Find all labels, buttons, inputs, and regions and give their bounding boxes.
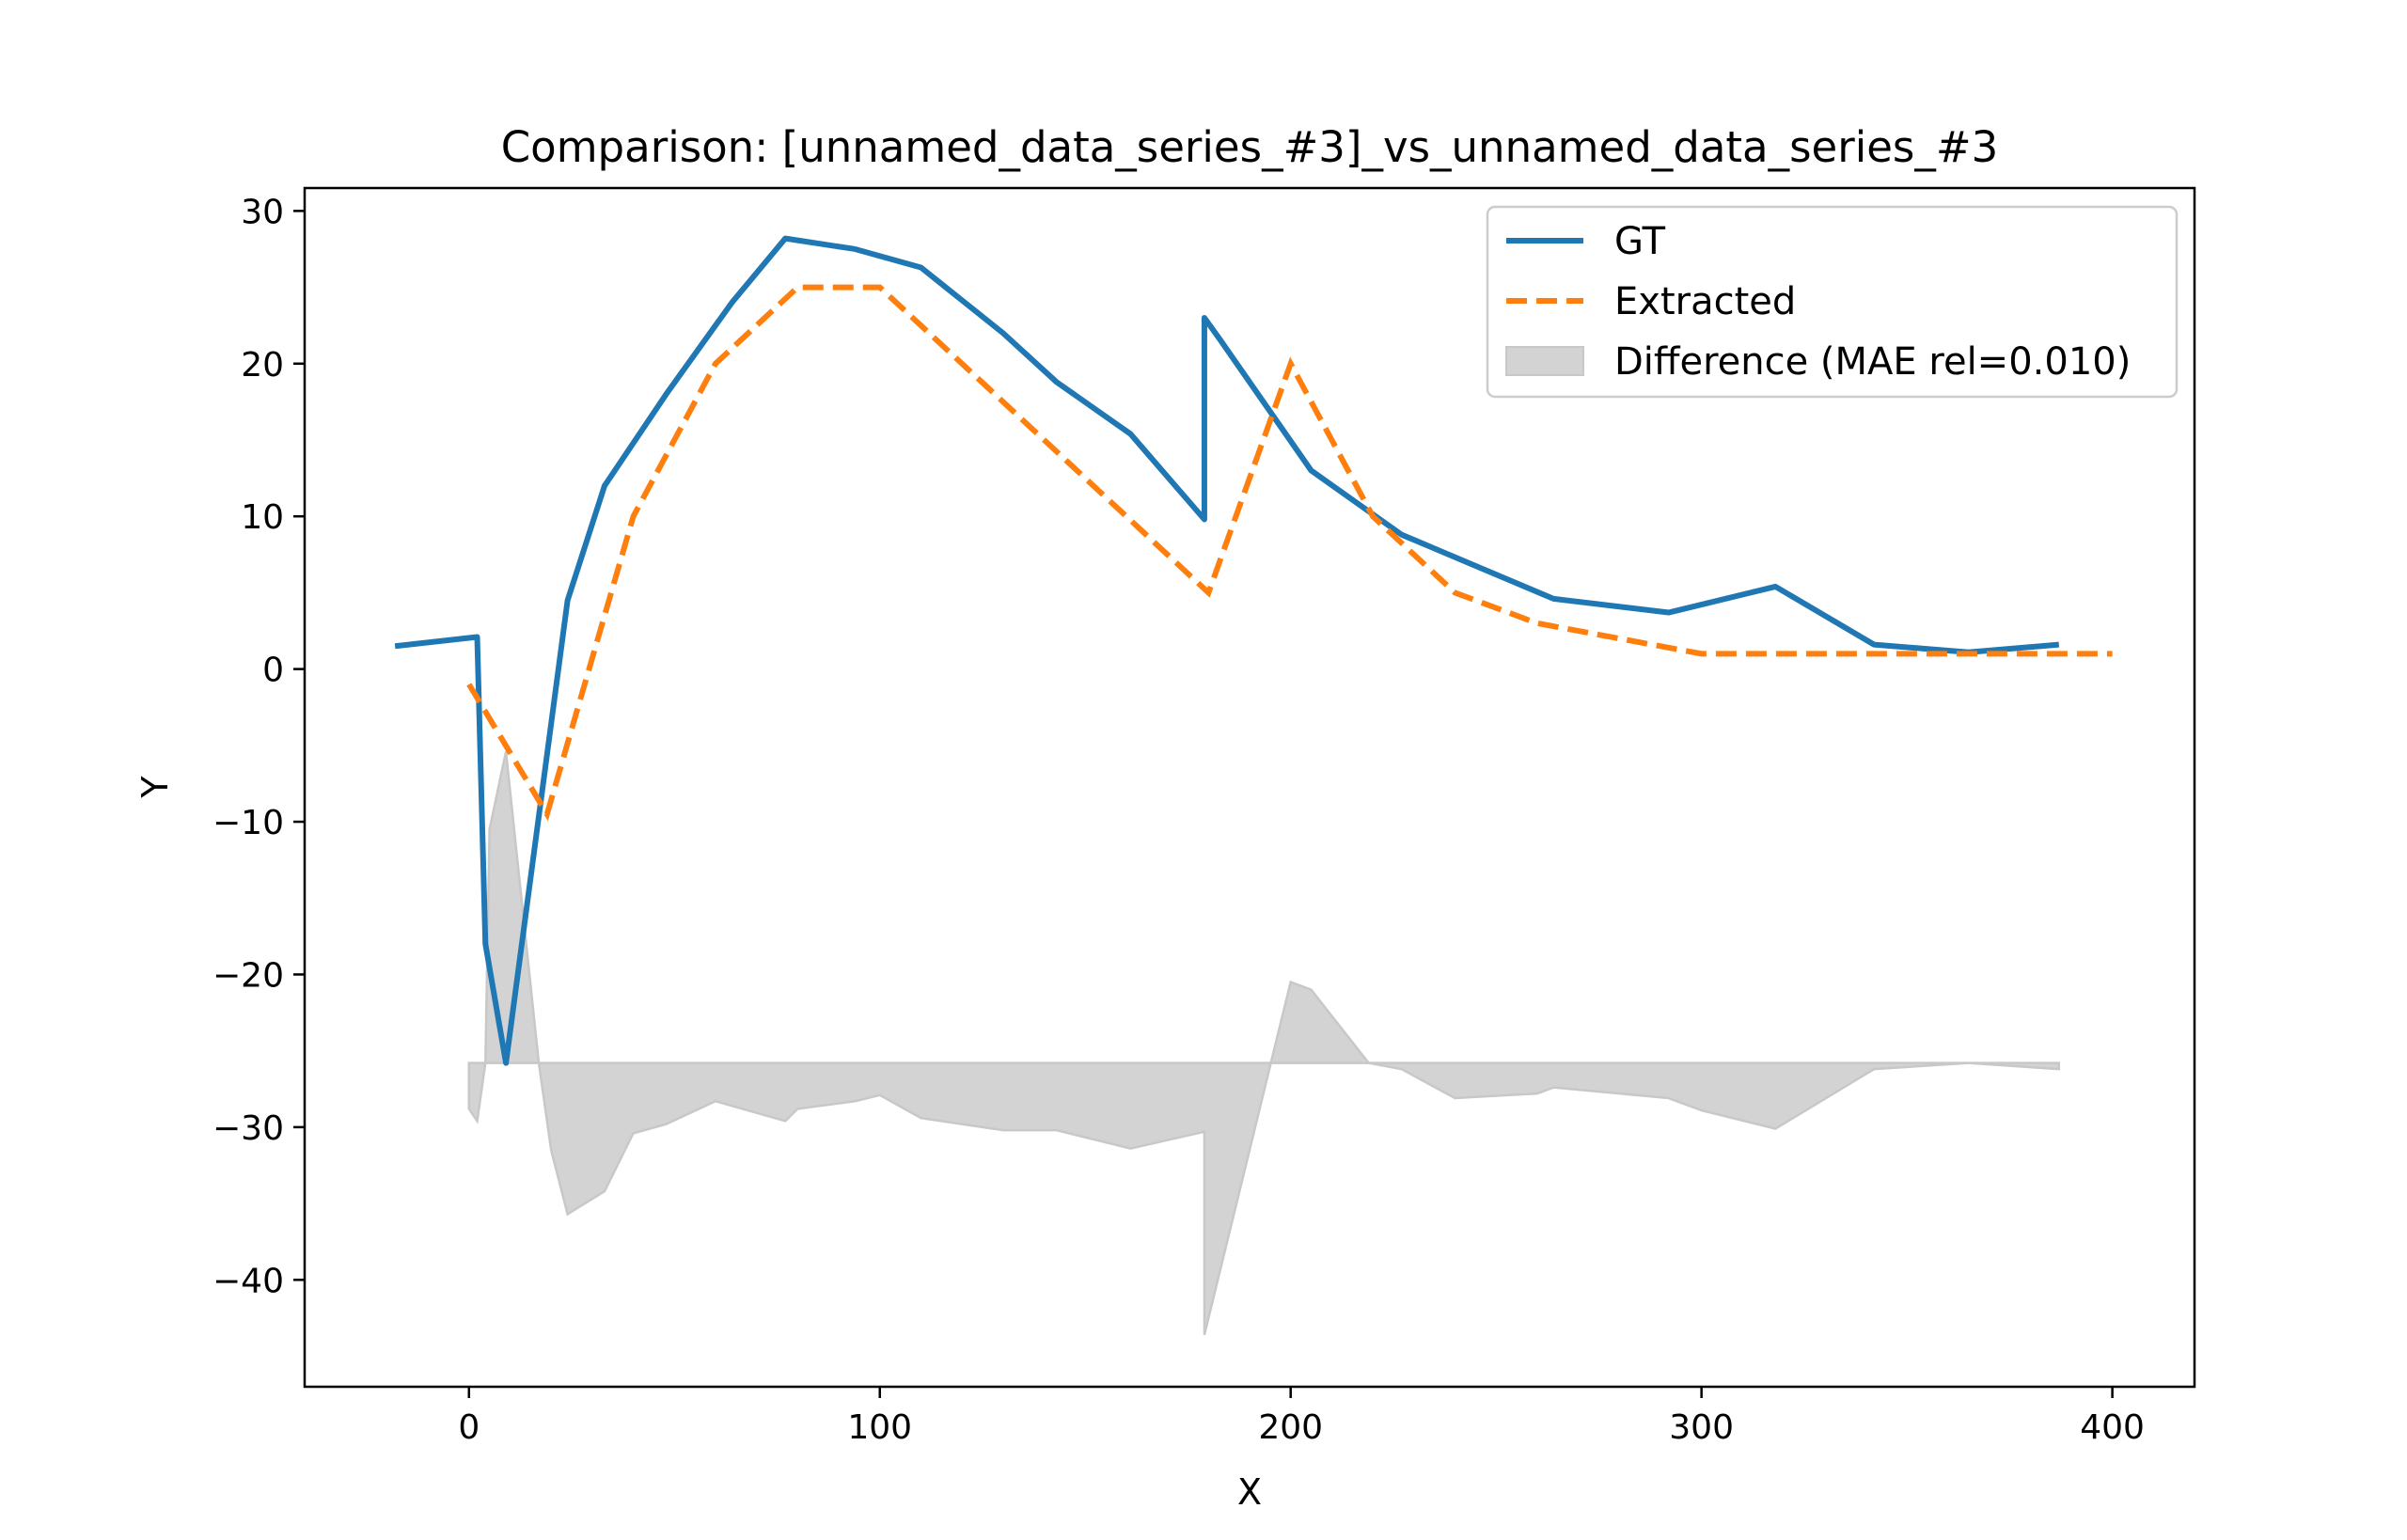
- series-line-gt: [394, 235, 2060, 1066]
- legend-box: [1486, 205, 2179, 399]
- y-tick-label: 0: [262, 652, 284, 690]
- x-axis-label: X: [1237, 1471, 1262, 1513]
- x-tick-label: 200: [1258, 1408, 1323, 1447]
- legend-label: Difference (MAE rel=0.010): [1614, 340, 2131, 384]
- x-tick-label: 300: [1669, 1408, 1734, 1447]
- y-tick-label: 20: [241, 346, 284, 385]
- y-tick-label: −20: [212, 956, 284, 995]
- x-tick-label: 400: [2080, 1408, 2145, 1447]
- y-tick-label: 10: [241, 498, 284, 537]
- y-tick-label: 30: [241, 193, 284, 231]
- difference-area: [467, 751, 2061, 1336]
- x-tick-label: 0: [458, 1408, 480, 1447]
- y-tick-label: −10: [212, 804, 284, 842]
- legend-label: Extracted: [1614, 280, 1796, 323]
- legend-label: GT: [1614, 220, 1666, 263]
- x-tick-label: 100: [847, 1408, 912, 1447]
- series-line-extracted: [466, 284, 2113, 822]
- y-axis-label: Y: [134, 776, 176, 799]
- y-tick-label: −30: [212, 1109, 284, 1148]
- chart-title: Comparison: [unnamed_data_series_#3]_vs_…: [501, 122, 1998, 172]
- y-tick-label: −40: [212, 1262, 284, 1300]
- legend-swatch-difference: [1505, 346, 1584, 376]
- plot-frame: [303, 186, 2196, 1389]
- legend: GT Extracted Difference (MAE rel=0.010): [1486, 205, 2179, 399]
